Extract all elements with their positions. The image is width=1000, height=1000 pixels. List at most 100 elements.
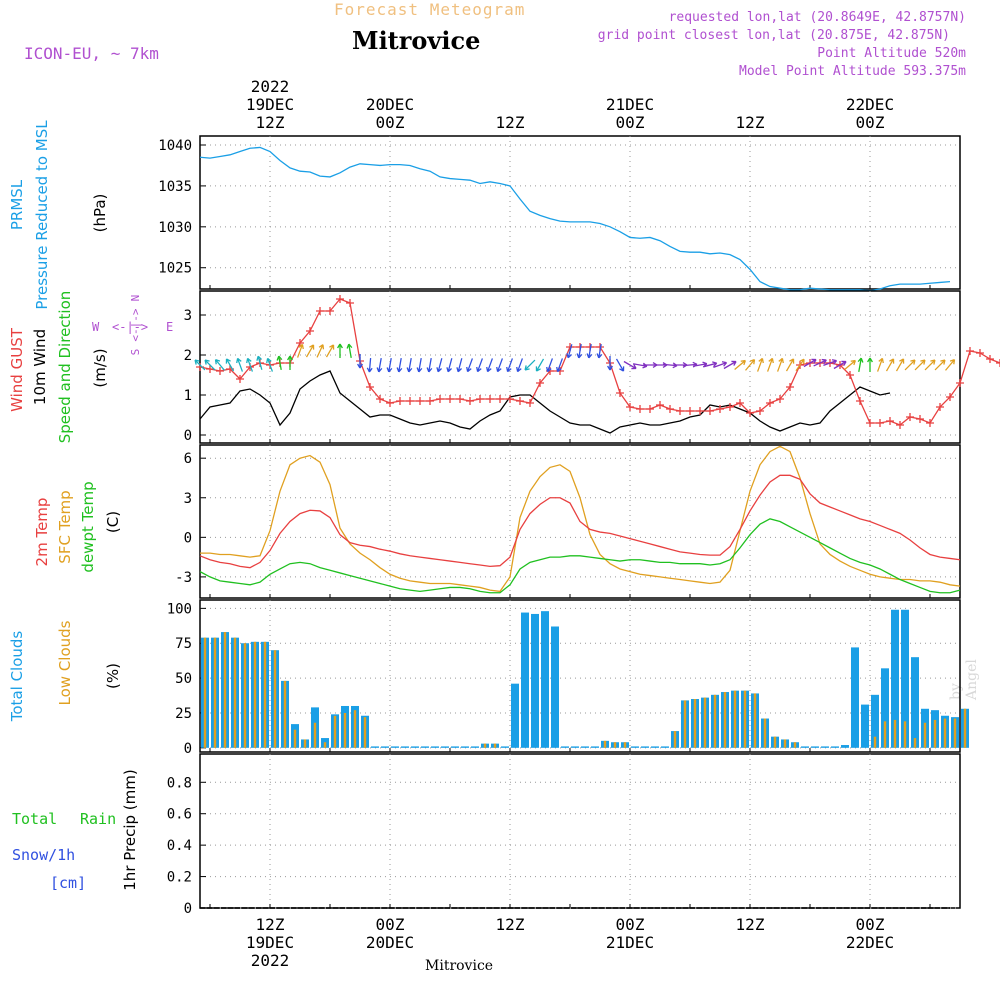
low-cloud-bar	[603, 740, 607, 748]
bottom-time-label: 22DEC	[846, 933, 894, 952]
gust-marker	[726, 403, 734, 411]
gust-marker	[656, 401, 664, 409]
low-cloud-bar	[943, 718, 947, 748]
y-tick-label: 3	[184, 491, 192, 507]
low-cloud-bar	[213, 637, 217, 748]
y-tick-label: 0.4	[167, 838, 192, 854]
y-tick-label: 0	[184, 428, 192, 444]
gust-marker	[706, 407, 714, 415]
precip-panel: 0.8 0.6 0.4 0.2 0	[167, 753, 961, 917]
low-cloud-bar	[343, 712, 347, 748]
low-clouds-label: Low Clouds	[56, 620, 74, 705]
c-unit-label: (C)	[104, 511, 122, 533]
gust-marker	[946, 393, 954, 401]
sfc-temp-label: SFC Temp	[56, 490, 74, 563]
total-cloud-bar	[501, 746, 509, 748]
wind-direction-arrow	[904, 359, 916, 371]
top-time-label: 00Z	[376, 113, 405, 132]
gust-marker	[206, 365, 214, 373]
gust-marker	[776, 395, 784, 403]
gust-marker	[996, 359, 1000, 367]
gust-marker	[746, 409, 754, 417]
total-cloud-bar	[651, 746, 659, 748]
wind-direction-arrow	[924, 359, 936, 371]
low-cloud-bar	[793, 742, 797, 748]
gust-marker	[696, 407, 704, 415]
wind-direction-arrow	[524, 359, 536, 371]
wind-direction-arrow	[406, 357, 413, 373]
low-cloud-bar	[893, 719, 897, 748]
gust-marker	[736, 399, 744, 407]
total-cloud-bar	[381, 746, 389, 748]
total-cloud-bar	[511, 683, 519, 748]
y-tick-label: 1	[184, 388, 192, 404]
y-tick-label: -3	[175, 570, 192, 586]
gust-marker	[626, 403, 634, 411]
total-cloud-bar	[471, 746, 479, 748]
gust-marker	[406, 397, 414, 405]
total-cloud-bar	[901, 609, 909, 748]
low-cloud-bar	[753, 693, 757, 748]
wind-gust-line	[199, 298, 1000, 426]
compass-e: E	[166, 320, 173, 334]
panel-frame	[199, 599, 961, 753]
wind-direction-arrow	[535, 358, 545, 372]
total-cloud-bar	[431, 746, 439, 748]
gust-marker	[436, 395, 444, 403]
total-cloud-bar	[561, 746, 569, 748]
wind-direction-arrow	[246, 357, 254, 372]
pressure-msl-label: Pressure Reduced to MSL	[33, 120, 51, 310]
gust-marker	[716, 405, 724, 413]
gust-marker	[646, 405, 654, 413]
total-cloud-bar	[911, 657, 919, 748]
dewpt-line	[199, 518, 961, 594]
y-tick-label: 0	[184, 901, 192, 917]
low-cloud-bar	[683, 700, 687, 748]
low-cloud-bar	[733, 690, 737, 748]
low-cloud-bar	[763, 718, 767, 748]
wind-direction-arrow	[204, 359, 216, 371]
wind-direction-arrow	[225, 358, 235, 372]
gust-marker	[416, 397, 424, 405]
sfc-temp-line	[200, 445, 961, 593]
y-tick-label: 100	[167, 601, 192, 617]
gust-marker	[866, 419, 874, 427]
gust-marker	[486, 395, 494, 403]
gust-marker	[326, 307, 334, 315]
bottom-time-label: 00Z	[616, 915, 645, 934]
gust-marker	[336, 295, 344, 303]
wind-direction-arrow	[416, 357, 423, 373]
low-cloud-bar	[963, 708, 967, 748]
model-point-altitude: Model Point Altitude 593.375m	[739, 64, 966, 79]
total-cloud-bar	[631, 746, 639, 748]
bottom-time-label: 00Z	[856, 915, 885, 934]
low-cloud-bar	[293, 729, 297, 748]
wind-direction-arrow	[296, 343, 304, 358]
grid-coords: grid point closest lon,lat (20.875E, 42.…	[597, 28, 950, 43]
wind-direction-arrow	[316, 344, 325, 358]
compass: W <-|-> E N <-|-> S	[92, 295, 173, 356]
wind-direction-arrow	[506, 358, 514, 373]
wind-direction-arrow	[895, 358, 905, 372]
wind-direction-arrow	[426, 357, 433, 373]
wind-direction-arrow	[766, 357, 774, 372]
gust-marker	[906, 413, 914, 421]
top-time-label: 00Z	[616, 113, 645, 132]
total-cloud-bar	[551, 626, 559, 748]
y-tick-label: 0.2	[167, 870, 192, 886]
y-tick-label: 1040	[158, 138, 192, 154]
wind-direction-arrow	[214, 359, 225, 371]
wind-direction-arrow	[256, 355, 263, 370]
gust-marker	[426, 397, 434, 405]
gust-marker	[966, 347, 974, 355]
point-altitude: Point Altitude 520m	[817, 46, 966, 61]
gust-marker	[476, 395, 484, 403]
top-time-label: 19DEC	[246, 95, 294, 114]
gust-marker	[786, 383, 794, 391]
wind-direction-arrow	[357, 354, 363, 369]
wind-direction-arrow	[745, 359, 756, 371]
y-tick-label: 0.8	[167, 775, 192, 791]
wind-gust-label: Wind GUST	[8, 327, 26, 412]
panel-frame	[199, 290, 961, 444]
wind-direction-arrow	[236, 357, 244, 372]
